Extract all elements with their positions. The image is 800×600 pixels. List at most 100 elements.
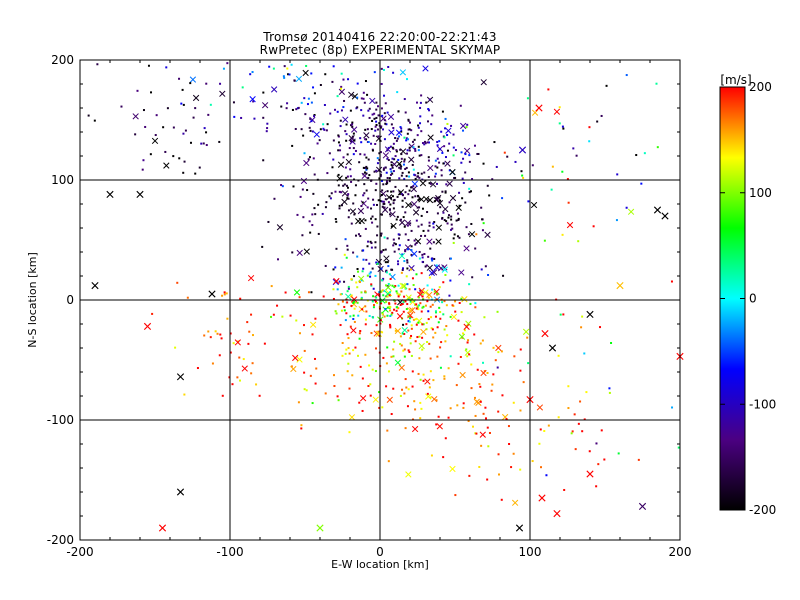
data-point [367,141,370,144]
data-point [342,184,345,187]
data-cross [358,275,365,282]
data-cross [422,289,429,296]
data-cross [276,224,284,231]
data-point [291,108,294,111]
data-point [339,149,342,152]
data-point [670,280,673,283]
data-point [406,259,409,262]
data-point [405,307,408,310]
data-point [387,159,390,162]
data-point [372,198,375,201]
data-cross [515,524,524,532]
data-cross [309,321,317,328]
data-point [637,458,640,461]
data-point [386,157,389,160]
data-point [441,151,444,154]
data-point [434,331,437,334]
data-point [454,176,457,179]
data-point [229,332,232,335]
data-point [428,386,431,389]
data-point [402,349,405,352]
data-point [462,402,465,405]
data-point [205,144,208,147]
data-point [336,110,339,113]
data-point [432,241,435,244]
data-cross [91,282,99,290]
data-point [557,416,560,419]
data-point [241,86,244,89]
data-point [364,305,367,308]
data-point [219,333,222,336]
data-point [481,218,484,221]
data-point [519,468,522,471]
x-tick-label: 200 [669,545,692,559]
data-point [434,310,437,313]
data-point [464,153,467,156]
data-point [575,154,578,157]
data-point [380,179,383,182]
data-point [409,268,412,271]
data-point [415,241,418,244]
data-cross [241,365,248,372]
data-cross [106,190,114,198]
colorbar-tick-label: -200 [749,503,776,517]
data-point [354,149,357,152]
data-point [393,242,396,245]
data-point [356,96,359,99]
data-point [424,304,427,307]
data-point [370,283,373,286]
colorbar-tick-label: -100 [749,397,776,411]
data-point [399,165,402,168]
data-point [433,257,436,260]
data-point [367,176,370,179]
data-cross [444,160,451,167]
data-point [389,203,392,206]
data-point [399,126,402,129]
data-cross [511,499,519,506]
data-point [457,218,460,221]
data-point [429,396,432,399]
data-point [428,98,431,101]
data-point [409,222,412,225]
data-point [399,218,402,221]
data-point [420,214,423,217]
data-point [414,318,417,321]
data-cross [290,365,297,373]
data-point [343,280,346,283]
data-point [336,95,339,98]
data-point [434,159,437,162]
data-point [270,285,273,288]
data-point [330,192,333,195]
data-point [404,249,407,252]
data-point [454,494,457,497]
data-point [446,149,449,152]
data-point [488,194,491,197]
data-point [432,226,435,229]
data-point [491,383,494,386]
data-point [376,302,379,305]
data-point [166,107,169,110]
data-point [372,203,375,206]
data-point [579,400,582,403]
data-point [442,281,445,284]
data-point [370,284,373,287]
data-point [155,114,158,117]
data-point [351,374,354,377]
data-point [393,308,396,311]
data-point [427,175,430,178]
data-cross [522,328,530,335]
data-point [347,197,350,200]
data-point [250,313,253,316]
data-cross [405,471,412,478]
data-point [497,453,500,456]
data-point [608,391,611,394]
data-point [300,424,303,427]
data-point [407,238,410,241]
data-point [373,112,376,115]
data-point [519,369,522,372]
data-point [454,149,457,152]
data-point [303,152,306,155]
data-point [512,452,515,455]
data-point [443,136,446,139]
data-point [408,175,411,178]
